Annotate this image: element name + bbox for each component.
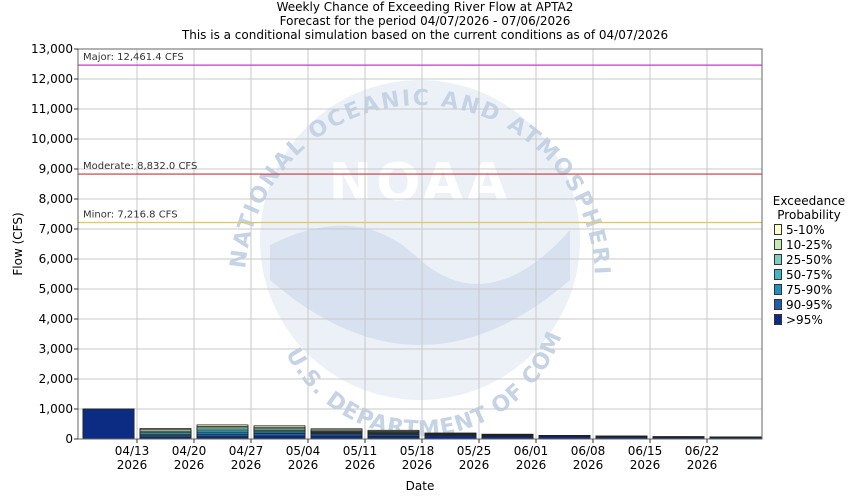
x-tick-year-label: 2026: [402, 458, 433, 472]
x-tick-year-label: 2026: [117, 458, 148, 472]
y-tick-label: 7,000: [39, 222, 73, 236]
legend-swatch: [774, 314, 782, 325]
x-tick-label: 06/22: [685, 444, 720, 458]
y-axis-label: Flow (CFS): [11, 212, 25, 275]
x-tick-year-label: 2026: [288, 458, 319, 472]
threshold-label-2: Moderate: 8,832.0 CFS: [83, 161, 197, 172]
x-tick-label: 04/20: [172, 444, 207, 458]
legend-item: 25-50%: [768, 252, 850, 267]
watermark-wave: [270, 225, 570, 345]
legend-swatch: [774, 239, 782, 250]
legend-item: 75-90%: [768, 282, 850, 297]
y-tick-label: 4,000: [39, 312, 73, 326]
x-tick-year-label: 2026: [573, 458, 604, 472]
x-tick-label: 06/15: [628, 444, 663, 458]
legend-item: 10-25%: [768, 237, 850, 252]
legend-swatch: [774, 224, 782, 235]
legend-swatch: [774, 269, 782, 280]
plot-frame: [77, 48, 763, 440]
legend-label: 90-95%: [786, 297, 833, 312]
legend-label: >95%: [786, 312, 823, 327]
axes: 0 1,000 2,000 3,000 4,000 5,000 6,000 7,000 8,00…: [11, 42, 763, 493]
y-tick-label: 1,000: [39, 402, 73, 416]
y-tick-label: 6,000: [39, 252, 73, 266]
x-tick-label: 06/08: [571, 444, 606, 458]
bar-week-1-level-7: [82, 408, 135, 440]
legend-item: 50-75%: [768, 267, 850, 282]
legend-swatch: [774, 284, 782, 295]
legend-item: 5-10%: [768, 222, 850, 237]
threshold-label-1: Major: 12,461.4 CFS: [83, 52, 184, 63]
x-tick-label: 05/25: [457, 444, 492, 458]
y-tick-label: 10,000: [31, 132, 73, 146]
legend: Exceedance Probability 5-10% 10-25% 25-50%…: [768, 194, 850, 327]
legend-label: 75-90%: [786, 282, 833, 297]
y-tick-label: 5,000: [39, 282, 73, 296]
legend-item: >95%: [768, 312, 850, 327]
threshold-label-3: Minor: 7,216.8 CFS: [83, 209, 178, 220]
threshold-lines: Major: 12,461.4 CFS Moderate: 8,832.0 CFS…: [78, 52, 762, 224]
x-tick-year-label: 2026: [231, 458, 262, 472]
x-tick-label: 04/27: [229, 444, 264, 458]
x-tick-year-label: 2026: [687, 458, 718, 472]
watermark-logo-text: NOAA: [329, 153, 512, 213]
x-tick-label: 05/18: [400, 444, 435, 458]
legend-swatch: [774, 299, 782, 310]
x-tick-year-label: 2026: [345, 458, 376, 472]
legend-title-line-1: Exceedance: [772, 194, 846, 208]
x-tick-label: 05/11: [343, 444, 378, 458]
x-tick-year-label: 2026: [516, 458, 547, 472]
y-tick-label: 13,000: [31, 42, 73, 56]
y-tick-label: 3,000: [39, 342, 73, 356]
y-tick-label: 8,000: [39, 192, 73, 206]
chart-title-line-1: Weekly Chance of Exceeding River Flow at…: [276, 0, 574, 14]
y-tick-label: 11,000: [31, 102, 73, 116]
x-tick-label: 04/13: [115, 444, 150, 458]
y-tick-label: 12,000: [31, 72, 73, 86]
x-axis-label: Date: [406, 479, 435, 493]
legend-label: 50-75%: [786, 267, 833, 282]
x-tick-year-label: 2026: [630, 458, 661, 472]
legend-label: 5-10%: [786, 222, 825, 237]
x-tick-label: 06/01: [514, 444, 549, 458]
legend-items: 5-10% 10-25% 25-50% 50-75% 75-90% 90-95% >95%: [768, 222, 850, 327]
legend-swatch: [774, 254, 782, 265]
noaa-watermark: NATIONAL OCEANIC AND ATMOSPHERIC ADMINIS…: [0, 0, 612, 443]
chart-title-line-3: This is a conditional simulation based o…: [181, 28, 669, 42]
legend-label: 10-25%: [786, 237, 833, 252]
y-tick-label: 0: [65, 432, 73, 446]
legend-item: 90-95%: [768, 297, 850, 312]
x-tick-label: 05/04: [286, 444, 321, 458]
x-tick-year-label: 2026: [459, 458, 490, 472]
chart-title-line-2: Forecast for the period 04/07/2026 - 07/…: [279, 14, 571, 28]
x-tick-year-label: 2026: [174, 458, 205, 472]
legend-title-line-2: Probability: [777, 208, 841, 222]
grid: [78, 48, 762, 440]
legend-label: 25-50%: [786, 252, 833, 267]
y-tick-label: 9,000: [39, 162, 73, 176]
y-tick-label: 2,000: [39, 372, 73, 386]
